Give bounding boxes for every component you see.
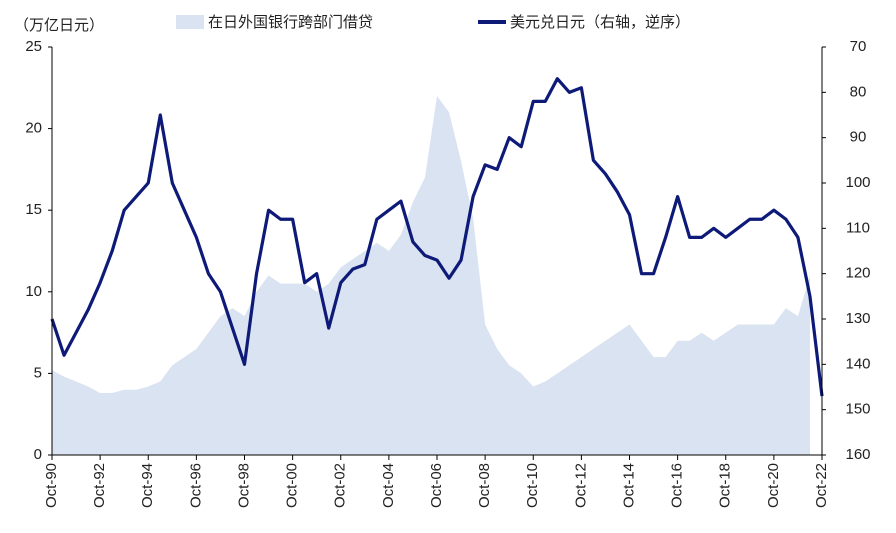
x-tick-label: Oct-98 xyxy=(235,463,252,508)
legend-item: 在日外国银行跨部门借贷 xyxy=(176,14,373,31)
y-tick-label: 15 xyxy=(25,201,42,218)
y2-tick-label: 70 xyxy=(850,38,867,55)
x-tick-label: Oct-06 xyxy=(428,463,445,508)
y2-tick-label: 110 xyxy=(846,219,870,236)
legend-swatch xyxy=(176,15,204,29)
x-tick-label: Oct-90 xyxy=(43,463,60,508)
y2-tick-label: 140 xyxy=(845,355,870,372)
x-tick-label: Oct-08 xyxy=(476,463,493,508)
line xyxy=(50,77,824,397)
y-tick-label: 5 xyxy=(34,364,42,381)
x-tick-label: Oct-02 xyxy=(332,463,349,508)
x-tick-label: Oct-20 xyxy=(765,463,782,508)
x-tick-label: Oct-22 xyxy=(813,463,830,508)
y-axis-label: （万亿日元） xyxy=(14,17,104,34)
legend-label: 在日外国银行跨部门借贷 xyxy=(208,14,373,31)
x-tick-label: Oct-94 xyxy=(139,463,156,508)
x-tick-label: Oct-00 xyxy=(284,463,301,508)
y2-tick-label: 120 xyxy=(845,265,870,282)
legend-label: 美元兑日元（右轴，逆序） xyxy=(510,14,690,31)
x-tick-label: Oct-96 xyxy=(187,463,204,508)
x-tick-label: Oct-16 xyxy=(669,463,686,508)
area xyxy=(52,95,810,456)
y2-tick-label: 150 xyxy=(845,401,870,418)
x-tick-label: Oct-92 xyxy=(91,463,108,508)
x-tick-label: Oct-18 xyxy=(717,463,734,508)
x-tick-label: Oct-04 xyxy=(380,463,397,508)
y2-tick-label: 90 xyxy=(850,129,867,146)
y-tick-label: 0 xyxy=(34,446,42,463)
x-tick-label: Oct-10 xyxy=(524,463,541,508)
y-tick-label: 25 xyxy=(25,38,42,55)
y-tick-label: 20 xyxy=(25,120,42,137)
x-tick-label: Oct-12 xyxy=(572,463,589,508)
y2-tick-label: 160 xyxy=(845,446,870,463)
x-tick-label: Oct-14 xyxy=(620,463,637,508)
y-tick-label: 10 xyxy=(25,283,42,300)
y2-tick-label: 100 xyxy=(845,174,870,191)
y2-tick-label: 80 xyxy=(850,83,867,100)
legend-item: 美元兑日元（右轴，逆序） xyxy=(478,14,690,31)
y2-tick-label: 130 xyxy=(845,310,870,327)
